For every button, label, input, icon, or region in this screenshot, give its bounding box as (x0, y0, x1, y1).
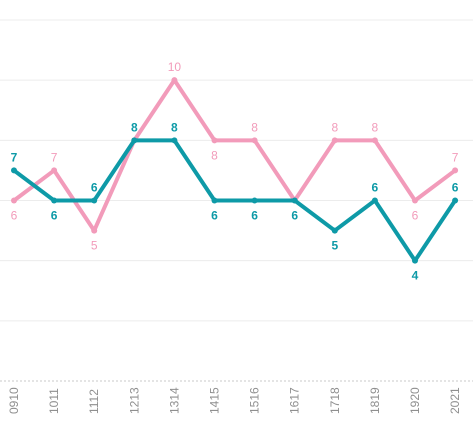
data-label: 6 (452, 181, 459, 195)
x-tick-label: 1718 (328, 387, 342, 414)
data-label: 8 (171, 120, 178, 134)
data-label: 7 (51, 150, 58, 164)
x-tick-label: 1617 (288, 387, 302, 414)
series-1-point (291, 197, 298, 204)
data-label: 6 (412, 209, 419, 223)
series-0-point (11, 197, 17, 204)
series-0-point (91, 227, 98, 234)
series-0-point (211, 137, 218, 144)
data-label: 5 (331, 239, 338, 253)
x-tick-label: 1112 (87, 389, 101, 414)
x-tick-label: 1516 (248, 387, 262, 414)
series-1-point (171, 137, 178, 144)
data-label: 6 (251, 209, 258, 223)
data-label: 8 (131, 120, 138, 134)
x-tick-label: 1314 (167, 387, 181, 414)
x-tick-label: 1819 (368, 387, 382, 414)
series-0-point (412, 197, 418, 204)
data-label: 8 (251, 120, 258, 134)
series-0-line (12, 78, 458, 233)
series-0-point (171, 77, 178, 84)
data-label: 10 (168, 60, 182, 74)
data-label: 6 (11, 209, 18, 223)
series-0-point (251, 137, 258, 144)
x-tick-label: 1415 (208, 387, 222, 414)
data-label: 6 (51, 209, 58, 223)
data-label: 8 (331, 120, 338, 134)
x-axis-ticks: 0910 1011 1112 1213 1314 1415 1516 1617 1718 1819… (7, 387, 462, 414)
data-label: 6 (372, 181, 379, 195)
x-tick-label: 2021 (448, 387, 462, 414)
data-label: 7 (11, 150, 18, 164)
series-0-point (452, 167, 459, 174)
series-1-point (51, 197, 58, 204)
data-label: 6 (291, 209, 298, 223)
series-0-point (51, 167, 58, 174)
x-tick-label: 1011 (47, 388, 61, 414)
series-1-point (371, 197, 378, 204)
data-label: 4 (412, 269, 419, 283)
series-1-point (412, 257, 418, 264)
data-label: 6 (91, 181, 98, 195)
x-tick-label: 1920 (408, 387, 422, 414)
series-1-point (331, 227, 338, 234)
data-label: 8 (211, 148, 218, 162)
series-1-point (91, 197, 98, 204)
x-tick-label: 0910 (7, 387, 21, 414)
series-1-point (11, 167, 17, 174)
series-0-point (331, 137, 338, 144)
data-label: 6 (211, 209, 218, 223)
series-1-point (452, 197, 459, 204)
series-1-point (131, 137, 138, 144)
data-label: 8 (372, 120, 379, 134)
data-label: 7 (452, 150, 459, 164)
series-1-line (12, 138, 458, 263)
series-1-point (251, 197, 258, 204)
series-1: 7 6 6 8 8 6 6 6 5 6 4 6 (11, 120, 459, 282)
x-tick-label: 1213 (127, 387, 141, 414)
series-0-point (371, 137, 378, 144)
data-label: 5 (91, 239, 98, 253)
series-1-point (211, 197, 218, 204)
